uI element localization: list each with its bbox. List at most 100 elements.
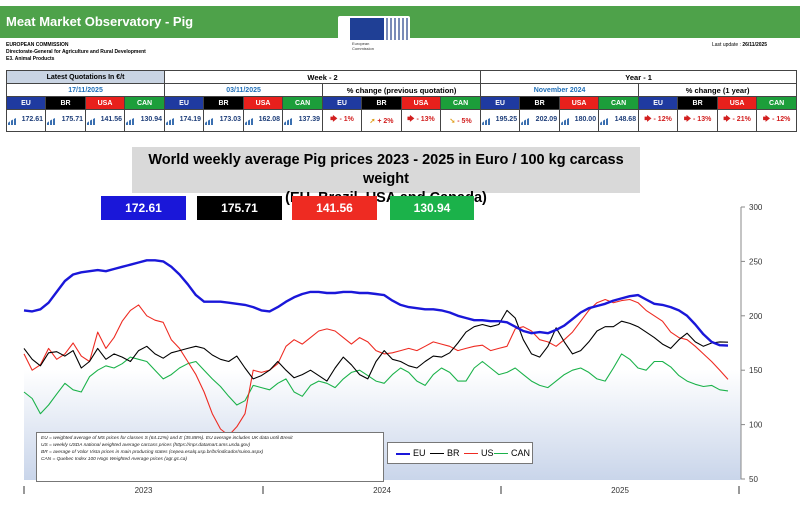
col-usa: USA (85, 96, 125, 110)
week-value-usa: 162.08 (243, 109, 284, 132)
source-notes: EU = weighted average of MS prices for c… (36, 432, 384, 482)
y-tick-label: 100 (749, 421, 763, 430)
page-title: Meat Market Observatory - Pig (6, 14, 194, 29)
latest-box-br: 175.71 (197, 196, 282, 220)
series-line-br (23, 309, 729, 382)
x-tick-label: 2025 (611, 486, 629, 495)
col-eu: EU (322, 96, 363, 110)
arrow-up-icon: ➚ (369, 117, 376, 125)
last-update-value: 26/11/2025 (742, 42, 768, 48)
pct-prev-can: ➘ - 5% (440, 109, 482, 132)
eu-building-icon (386, 18, 410, 40)
note-us: US = weekly USDA national weighted avera… (41, 443, 251, 448)
logo-caption: European Commission (352, 41, 375, 51)
col-can: CAN (282, 96, 324, 110)
arrow-down-icon: 🡆 (683, 116, 692, 123)
col-br: BR (677, 96, 719, 110)
pct-year-usa: 🡆 - 21% (717, 109, 758, 132)
quotation-table: Latest Quotations In €/t Week - 2 Year -… (5, 70, 798, 132)
series-line-eu (23, 259, 729, 347)
pct-year-can: 🡆 - 12% (756, 109, 798, 132)
y-tick-label: 200 (749, 312, 763, 321)
org-line-1: EUROPEAN COMMISSION (6, 42, 69, 48)
arrow-right-down-icon: ➘ (449, 117, 456, 125)
eu-flag-icon (350, 18, 384, 40)
latest-box-can: 130.94 (390, 196, 474, 220)
bar-chart-icon (600, 118, 609, 125)
note-eu: EU = weighted average of MS prices for c… (41, 436, 293, 441)
bar-chart-icon (482, 118, 491, 125)
bar-chart-icon (8, 118, 16, 125)
arrow-down-icon: 🡆 (723, 116, 731, 123)
y-tick-label: 150 (749, 366, 763, 375)
bar-chart-icon (166, 118, 175, 125)
col-usa: USA (717, 96, 758, 110)
last-update-label: Last update : (712, 42, 741, 48)
col-br: BR (203, 96, 245, 110)
latest-value-can: 130.94 (123, 109, 166, 132)
col-usa: USA (243, 96, 284, 110)
chart-title-line: World weekly average Pig prices 2023 - 2… (148, 152, 624, 187)
col-usa: USA (401, 96, 442, 110)
year-value-usa: 180.00 (559, 109, 600, 132)
col-eu: EU (480, 96, 521, 110)
week-label: Week - 2 (164, 70, 482, 84)
arrow-down-icon: 🡆 (762, 116, 771, 123)
col-br: BR (519, 96, 561, 110)
y-tick-label: 300 (749, 203, 763, 212)
org-line-2: Directorate-General for Agriculture and … (6, 49, 146, 55)
col-br: BR (45, 96, 86, 110)
bar-chart-icon (521, 118, 530, 125)
org-line-3: E3. Animal Products (6, 56, 55, 62)
year-value-br: 202.09 (519, 109, 561, 132)
pct-year-br: 🡆 - 13% (677, 109, 719, 132)
col-can: CAN (123, 96, 166, 110)
col-eu: EU (638, 96, 679, 110)
year-label: Year - 1 (480, 70, 798, 84)
pct-prev-eu: 🡆 - 1% (322, 109, 363, 132)
year-date: November 2024 (480, 83, 640, 97)
latest-box-us: 141.56 (292, 196, 377, 220)
pct-prev-label: % change (previous quotation) (322, 83, 482, 97)
bar-chart-icon (284, 118, 293, 125)
col-can: CAN (598, 96, 640, 110)
col-can: CAN (756, 96, 798, 110)
col-eu: EU (164, 96, 205, 110)
x-tick-label: 2023 (135, 486, 153, 495)
legend-item-us: US (464, 448, 494, 458)
col-usa: USA (559, 96, 600, 110)
legend-item-eu: EU (396, 448, 426, 458)
col-br: BR (361, 96, 403, 110)
pct-prev-br: ➚ + 2% (361, 109, 403, 132)
bar-chart-icon (126, 118, 134, 125)
latest-value-br: 175.71 (45, 109, 86, 132)
last-update: Last update : 26/11/2025 (712, 42, 767, 48)
x-tick-label: 2024 (373, 486, 391, 495)
y-tick-label: 50 (749, 475, 758, 484)
arrow-down-icon: 🡆 (330, 116, 338, 123)
latest-value-usa: 141.56 (85, 109, 125, 132)
legend-item-br: BR (430, 448, 460, 458)
note-can: CAN = Quebec Index 100 Hogs Weighted Ave… (41, 457, 187, 462)
pct-year-label: % change (1 year) (638, 83, 798, 97)
note-br: BR = average of Valor Vista prices in ma… (41, 450, 264, 455)
chart-legend: EU BR US CAN (387, 442, 533, 464)
latest-value-eu: 172.61 (6, 109, 46, 132)
bar-chart-icon (245, 118, 254, 125)
year-value-eu: 195.25 (480, 109, 521, 132)
bar-chart-icon (205, 118, 214, 125)
legend-item-can: CAN (494, 448, 530, 458)
latest-date: 17/11/2025 (5, 83, 166, 97)
year-value-can: 148.68 (598, 109, 640, 132)
bar-chart-icon (561, 118, 570, 125)
pct-year-eu: 🡆 - 12% (638, 109, 679, 132)
arrow-down-icon: 🡆 (644, 116, 652, 123)
col-eu: EU (6, 96, 46, 110)
latest-box-eu: 172.61 (101, 196, 186, 220)
bar-chart-icon (47, 118, 55, 125)
chart-title-background (132, 147, 640, 193)
week-date: 03/11/2025 (164, 83, 324, 97)
arrow-down-icon: 🡆 (407, 116, 415, 123)
series-line-can (23, 353, 729, 415)
y-tick-label: 250 (749, 257, 763, 266)
